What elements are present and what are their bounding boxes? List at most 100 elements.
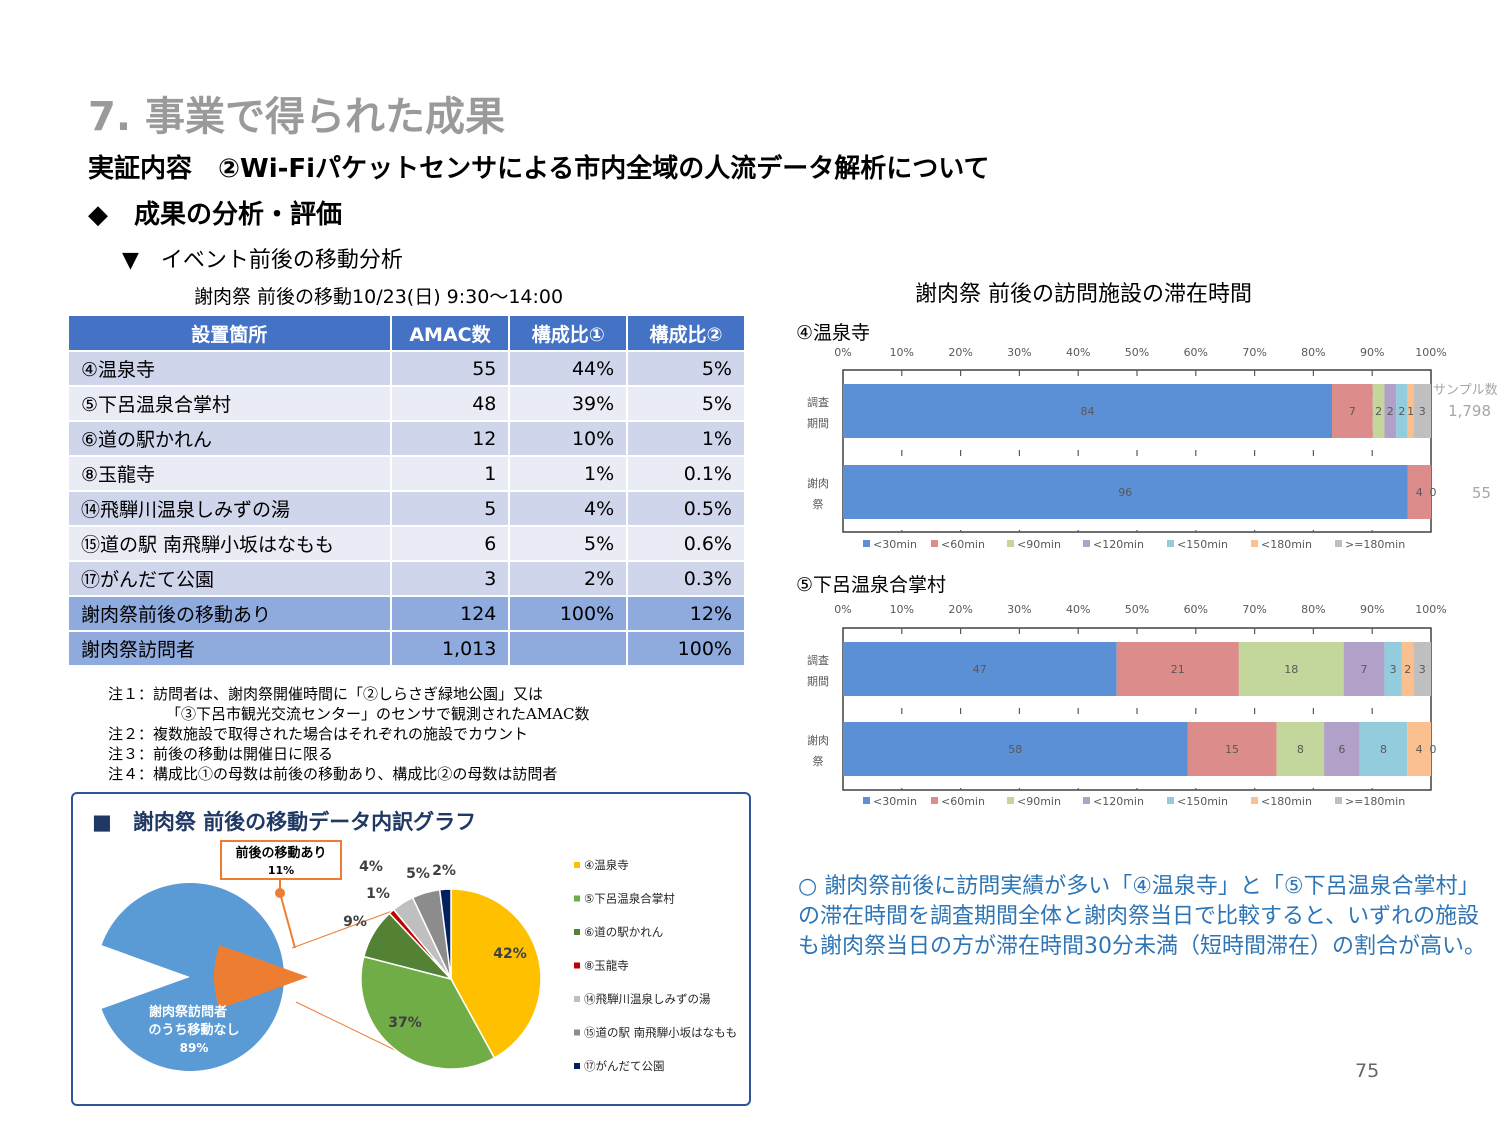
legend-label: <60min [941,538,985,551]
cell-ratio2: 0.1% [626,455,746,492]
legend-swatch [1167,540,1174,547]
sample-header: サンプル数 [1433,383,1498,398]
bar-value-label: 3 [1390,663,1397,676]
note-line: 注３：前後の移動は開催日に限る [108,745,334,763]
bar-segment [1401,642,1414,696]
cell-amac: 124 [389,595,511,632]
x-tick-label: 100% [1415,346,1446,359]
table-summary-row: 謝肉祭前後の移動あり 124 100% 12% [67,595,746,632]
pie-slice-no-move [101,883,284,1071]
cell-ratio2: 12% [626,595,746,632]
cell-ratio1: 100% [508,595,629,632]
bar-value-label: 21 [1171,663,1185,676]
movement-table: 設置箇所 AMAC数 構成比① 構成比② ④温泉寺 55 44% 5% ⑤下呂温… [67,314,746,667]
bar-value-label: 18 [1284,663,1298,676]
legend-swatch [1335,540,1342,547]
pie-callout-box [220,840,342,880]
bar-segment [1384,384,1397,438]
legend-swatch [931,540,938,547]
bar-value-label: 2 [1404,663,1411,676]
subtitle: 実証内容 ②Wi-Fiパケットセンサによる市内全域の人流データ解析について [88,154,990,184]
legend-swatch [1167,797,1174,804]
table-row: ⑧玉龍寺 1 1% 0.1% [67,455,746,492]
legend-label: <90min [1017,538,1061,551]
cell-amac: 5 [389,490,511,527]
cell-location: ⑥道の駅かれん [67,420,392,457]
cell-ratio2: 5% [626,385,746,422]
bar-segment [1407,722,1431,776]
cell-ratio2: 5% [626,350,746,387]
legend-swatch [574,1063,580,1069]
pie-pct-label: 37% [388,1015,422,1031]
bar-segment [1407,465,1431,519]
x-tick-label: 80% [1301,346,1325,359]
legend-swatch [1007,540,1014,547]
pie-chart-frame [71,792,751,1106]
pie-callout-line [279,892,296,949]
legend-label: <120min [1093,795,1144,808]
x-tick-label: 100% [1415,603,1446,616]
bar-value-label: 15 [1225,743,1239,756]
pie-label-no-move-line1: 謝肉祭訪問者 [149,1004,227,1020]
table-summary-row: 謝肉祭訪問者 1,013 100% [67,630,746,667]
table-notes: 注１：訪問者は、謝肉祭開催時間に「②しらさぎ緑地公園」又は 「③下呂市観光交流セ… [108,684,590,784]
bar-value-label: 8 [1297,743,1304,756]
legend-swatch [1251,540,1258,547]
bar-segment [1359,722,1408,776]
legend-swatch [1083,797,1090,804]
cell-ratio1: 10% [508,420,629,457]
cell-amac: 12 [389,420,511,457]
bar-value-label: 7 [1361,663,1368,676]
bar-value-label: 6 [1338,743,1345,756]
cell-amac: 55 [389,350,511,387]
table-row: ⑤下呂温泉合掌村 48 39% 5% [67,385,746,422]
table-row: ④温泉寺 55 44% 5% [67,350,746,387]
legend-label: <180min [1261,795,1312,808]
bar-value-label: 3 [1419,405,1426,418]
legend-swatch [574,1029,580,1036]
cell-location: 謝肉祭前後の移動あり [67,595,392,632]
legend-label: ⑤下呂温泉合掌村 [584,892,675,906]
x-tick-label: 30% [1007,603,1031,616]
bar-value-label: 4 [1416,743,1423,756]
x-tick-label: 70% [1242,346,1266,359]
pie-chart-title: ■ 謝肉祭 前後の移動データ内訳グラフ [92,810,477,834]
legend-swatch [1251,797,1258,804]
note-line: 「③下呂市観光交流センター」のセンサで観測されたAMAC数 [166,705,590,723]
pie-pct-label: 1% [366,886,390,902]
cell-location: ⑭飛騨川温泉しみずの湯 [67,490,392,527]
bar-segment [1396,384,1408,438]
x-tick-label: 0% [834,603,851,616]
cell-location: ⑮道の駅 南飛騨小坂はなもも [67,525,392,562]
bar-value-label: 1 [1407,405,1414,418]
legend-label: ⑭飛騨川温泉しみずの湯 [584,992,711,1006]
legend-swatch [1007,797,1014,804]
header-amac: AMAC数 [389,314,511,352]
legend-label: <120min [1093,538,1144,551]
table-row: ⑮道の駅 南飛騨小坂はなもも 6 5% 0.6% [67,525,746,562]
bar-value-label: 0 [1430,486,1437,499]
legend-label: <30min [873,538,917,551]
pie-slice-2 [360,955,496,1070]
cell-ratio1: 44% [508,350,629,387]
legend-label: <150min [1177,538,1228,551]
pie-pct-label: 5% [406,866,430,882]
cell-amac: 48 [389,385,511,422]
category-label: 調査 [807,395,829,409]
cell-amac: 1,013 [389,630,511,667]
category-label: 謝肉 [807,476,829,490]
category-label: 期間 [807,417,829,430]
bar-segment [1116,642,1239,696]
chart-title-gasshomura: ⑤下呂温泉合掌村 [796,574,947,596]
legend-label: <60min [941,795,985,808]
category-label: 祭 [813,755,824,768]
conclusion-text: ○ 謝肉祭前後に訪問実績が多い「④温泉寺」と「⑤下呂温泉合掌村」の滞在時間を調査… [798,874,1486,959]
table-row: ⑭飛騨川温泉しみずの湯 5 4% 0.5% [67,490,746,527]
bar-segment [843,722,1188,776]
cell-amac: 1 [389,455,511,492]
sample-value: 55 [1472,484,1491,502]
pie-label-no-move-pct: 89% [180,1041,209,1055]
pie-connector-top [291,909,396,949]
